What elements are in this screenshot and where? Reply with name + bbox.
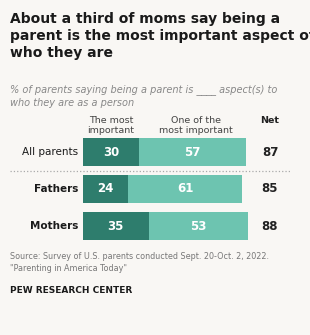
Text: 30: 30 [103, 145, 119, 158]
Bar [83, 212, 148, 240]
Text: 88: 88 [262, 219, 278, 232]
Bar [83, 175, 128, 203]
Text: % of parents saying being a parent is ____ aspect(s) to
who they are as a person: % of parents saying being a parent is __… [10, 84, 277, 108]
Text: 24: 24 [97, 183, 114, 196]
Text: About a third of moms say being a
parent is the most important aspect of
who the: About a third of moms say being a parent… [10, 12, 310, 60]
Text: Mothers: Mothers [30, 221, 78, 231]
Text: 85: 85 [262, 183, 278, 196]
Text: All parents: All parents [22, 147, 78, 157]
Text: 57: 57 [184, 145, 201, 158]
Bar [139, 138, 246, 166]
Text: Fathers: Fathers [33, 184, 78, 194]
Text: PEW RESEARCH CENTER: PEW RESEARCH CENTER [10, 286, 132, 295]
Text: 35: 35 [108, 219, 124, 232]
Bar [83, 138, 139, 166]
Bar [128, 175, 242, 203]
Bar [148, 212, 248, 240]
Text: One of the
most important: One of the most important [159, 116, 233, 135]
Text: 53: 53 [190, 219, 206, 232]
Text: 87: 87 [262, 145, 278, 158]
Text: The most
important: The most important [88, 116, 135, 135]
Text: Net: Net [260, 116, 280, 125]
Text: 61: 61 [177, 183, 193, 196]
Text: Source: Survey of U.S. parents conducted Sept. 20-Oct. 2, 2022.
"Parenting in Am: Source: Survey of U.S. parents conducted… [10, 252, 269, 273]
